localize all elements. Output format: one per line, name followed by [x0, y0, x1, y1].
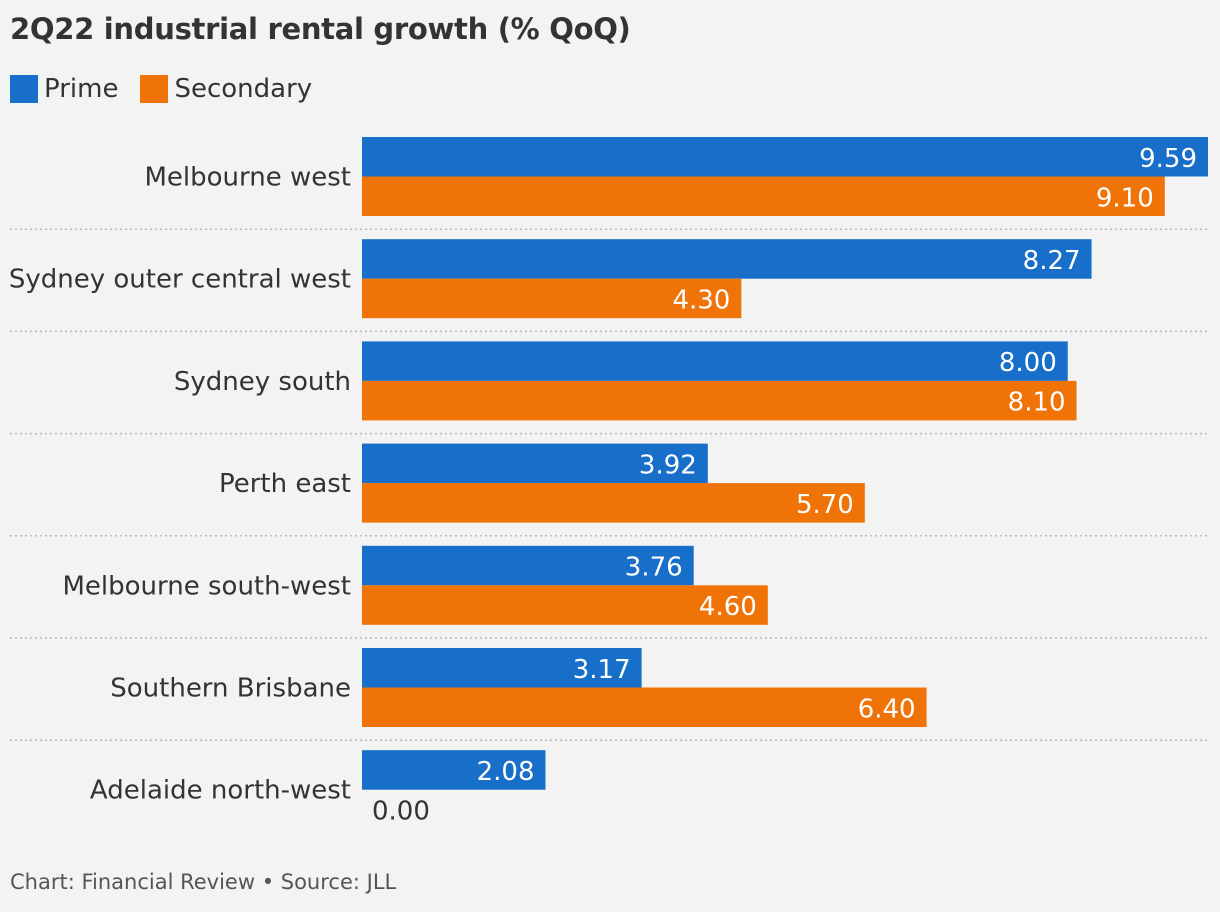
value-label: 3.76: [625, 553, 683, 583]
legend-swatch-prime: [10, 75, 38, 103]
category-label: Adelaide north-west: [90, 776, 351, 806]
bar-prime: [362, 239, 1092, 279]
value-label: 0.00: [372, 796, 430, 826]
value-label: 9.10: [1096, 183, 1154, 213]
bar-secondary: [362, 278, 742, 319]
legend-label-prime: Prime: [44, 74, 119, 104]
category-label: Melbourne south-west: [62, 571, 351, 601]
bar-secondary: [362, 380, 1077, 421]
value-label: 9.59: [1139, 144, 1197, 174]
legend-swatch-secondary: [140, 75, 169, 103]
value-label: 3.17: [573, 655, 631, 685]
category-label: Perth east: [219, 469, 351, 499]
value-label: 4.30: [672, 285, 730, 315]
legend-item-prime: Prime: [10, 74, 118, 104]
value-label: 4.60: [699, 592, 757, 622]
bar-prime: [362, 750, 546, 790]
legend-item-secondary: Secondary: [140, 74, 312, 104]
bar-prime: [362, 137, 1208, 177]
source-note: Chart: Financial Review • Source: JLL: [10, 870, 397, 894]
value-label: 3.92: [639, 450, 697, 480]
chart-title: 2Q22 industrial rental growth (% QoQ): [10, 12, 631, 46]
bar-secondary: [362, 483, 865, 523]
category-label: Melbourne west: [144, 163, 351, 193]
bar-prime: [362, 545, 694, 586]
value-label: 5.70: [796, 490, 854, 520]
legend-label-secondary: Secondary: [174, 74, 313, 104]
bar-prime: [362, 648, 642, 688]
legend: Prime Secondary: [10, 74, 334, 104]
category-label: Southern Brisbane: [110, 674, 351, 704]
value-label: 8.00: [999, 348, 1057, 378]
bar-prime: [362, 341, 1068, 381]
value-label: 8.27: [1023, 246, 1081, 276]
value-label: 8.10: [1008, 388, 1066, 418]
bar-secondary: [362, 687, 927, 727]
value-label: 2.08: [477, 757, 535, 787]
category-label: Sydney south: [174, 367, 351, 397]
bar-secondary: [362, 585, 768, 625]
bar-prime: [362, 443, 708, 484]
category-label: Sydney outer central west: [9, 265, 351, 295]
value-label: 6.40: [858, 694, 916, 724]
bar-secondary: [362, 176, 1165, 216]
